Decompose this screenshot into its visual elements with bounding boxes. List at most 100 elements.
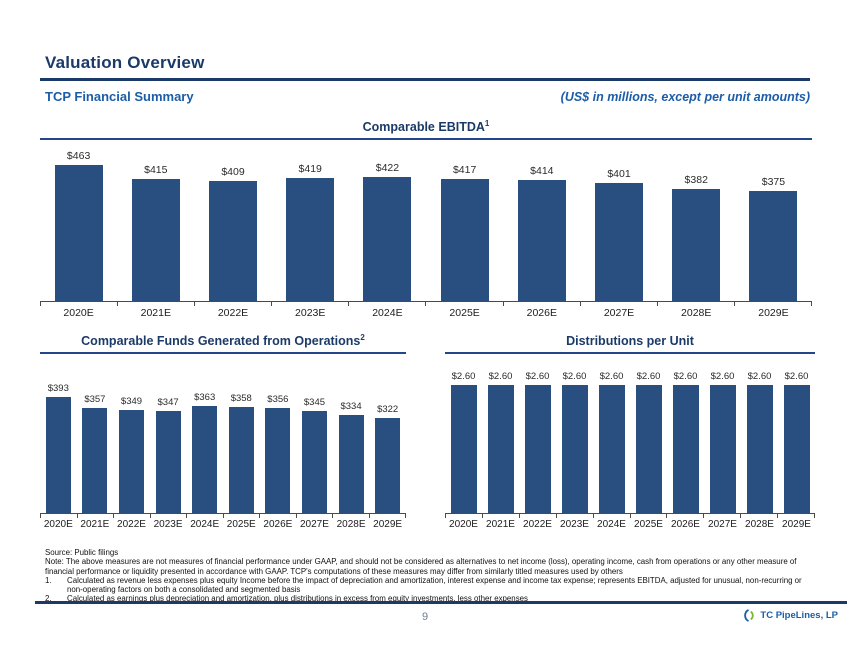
axis-tick [741,514,779,519]
bar-value-label: $345 [303,397,326,409]
category-label: 2020E [63,307,94,320]
axis-tick [151,514,187,519]
bar [598,385,625,514]
axis-tick [581,302,658,307]
bar-slot: $393 [40,383,77,514]
units-note: (US$ in millions, except per unit amount… [560,90,810,104]
axis-tick [297,514,333,519]
bar-value-label: $2.60 [562,371,587,383]
bar-value-label: $393 [47,383,69,395]
category-label: 2024E [597,519,626,531]
bar [228,407,254,514]
category-label: 2025E [634,519,663,531]
axis-tick [735,302,812,307]
category-label: 2028E [681,307,712,320]
bar [440,178,489,302]
bar-slot: $2.60 [445,371,482,514]
axis-tick [370,514,406,519]
bar-value-label: $382 [684,173,708,186]
axis-tick [41,302,119,307]
category-label: 2023E [295,307,326,320]
bar-value-label: $2.60 [488,371,513,383]
category-label: 2029E [373,519,403,531]
tc-pipelines-logo-icon [744,609,754,622]
bar-value-label: $463 [66,150,91,163]
axis-tick [446,514,483,519]
axis-tick [349,302,427,307]
category-label: 2020E [43,519,73,531]
bar-slot: $414 [503,165,580,302]
bar-value-label: $2.60 [451,371,476,383]
footer-divider [35,601,847,604]
bar-slot: $356 [260,394,297,514]
category-label: 2027E [708,519,737,531]
axis-tick [224,514,260,519]
category-label: 2022E [217,307,249,320]
category-label: 2025E [226,519,256,531]
axis-tick [778,514,816,519]
bar-slot: $345 [296,397,333,514]
chart-title-divider [445,352,815,355]
category-label: 2026E [263,519,293,531]
chart-title: Comparable EBITDA1 [40,119,812,138]
category-label: 2027E [603,307,635,320]
chart-comparable-ebitda: Comparable EBITDA1 $463 $415 $409 $419 $422 $… [40,119,812,319]
bar [672,385,699,514]
footnote-2: 2. Calculated as earnings plus depreciat… [45,594,813,603]
bar-slot: $357 [77,394,114,514]
bar-value-label: $2.60 [525,371,550,383]
category-label: 2024E [190,519,220,531]
axis-tick [187,514,224,519]
chart-title-divider [40,352,406,355]
category-label: 2020E [449,519,478,531]
bar-value-label: $2.60 [747,371,772,383]
category-label: 2026E [526,307,557,320]
bar-value-label: $2.60 [636,371,661,383]
bar [265,408,291,514]
bar-value-label: $334 [340,400,362,412]
bar-slot: $463 [40,150,117,302]
bar-value-label: $2.60 [710,371,735,383]
bar [450,385,477,514]
category-label: 2029E [782,519,811,531]
bar [595,183,644,302]
axis-tick [78,514,114,519]
bar-value-label: $417 [452,163,477,176]
axis-tick [272,302,350,307]
ticks-row [445,514,816,519]
bar [783,385,810,514]
bar-value-label: $419 [298,163,322,176]
category-label: 2028E [745,519,774,531]
bar-value-label: $349 [120,396,143,408]
bar-slot: $349 [113,396,150,514]
bar-slot: $2.60 [778,371,815,514]
axis-tick [557,514,594,519]
bar [363,177,412,302]
bar [118,410,144,514]
bar [286,178,335,302]
bars-row: $463 $415 $409 $419 $422 $417 $414 $401 $382 $375 [40,140,812,303]
bar [487,385,514,514]
bar [635,385,662,514]
source-line: Source: Public filings [45,548,119,557]
axis-tick [483,514,520,519]
bar [209,181,257,302]
bar-slot: $382 [658,173,735,302]
chart-title-text: Distributions per Unit [566,334,694,349]
ticks-row [40,514,406,519]
footnote-text: Calculated as earnings plus depreciation… [67,594,528,604]
axis-tick [426,302,504,307]
bar-value-label: $322 [377,404,399,416]
title-divider [40,78,810,81]
category-label: 2028E [336,519,366,531]
axis-tick [114,514,151,519]
bar [709,385,736,514]
bar-slot: $322 [369,404,406,514]
footnote-number: 1. [45,575,52,585]
bar-slot: $358 [223,393,260,514]
axis-tick [631,514,668,519]
axis-tick [504,302,581,307]
bar-slot: $419 [272,163,349,302]
category-label: 2027E [299,519,329,531]
